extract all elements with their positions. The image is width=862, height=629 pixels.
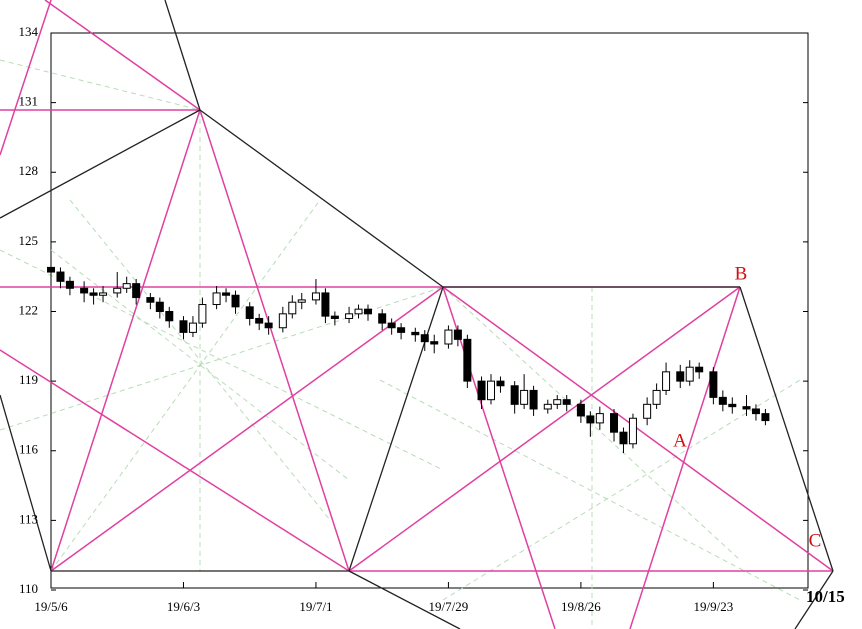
frame-lines <box>0 0 834 629</box>
candle-body <box>430 341 439 345</box>
candle-body <box>685 366 694 382</box>
y-tick-label: 110 <box>19 581 38 596</box>
candle-body <box>628 417 637 445</box>
y-tick-label: 119 <box>19 372 38 387</box>
candle-body <box>576 403 585 417</box>
candle-body <box>411 331 420 336</box>
x-tick-label: 19/9/23 <box>694 599 734 614</box>
candle-body <box>695 366 704 373</box>
candle-body <box>222 292 231 296</box>
candle-body <box>477 380 486 401</box>
candle-body <box>420 334 429 343</box>
candle-body <box>354 308 363 315</box>
annotation: B <box>735 263 748 284</box>
candle-body <box>47 266 55 273</box>
candle-body <box>676 371 685 382</box>
candle-body <box>255 317 264 324</box>
candle-body <box>553 399 562 405</box>
candle-body <box>212 292 221 306</box>
candle-body <box>662 371 671 391</box>
candle-body <box>288 301 297 315</box>
candle-body <box>198 304 207 324</box>
candle-body <box>278 313 287 329</box>
candle-body <box>165 311 174 322</box>
candle-body <box>510 385 519 405</box>
candle-body <box>321 292 330 317</box>
candle-body <box>378 313 387 324</box>
candle-body <box>487 380 496 401</box>
x-tick-label: 19/7/1 <box>299 599 332 614</box>
candle-body <box>179 320 188 333</box>
candle-body <box>444 329 453 345</box>
y-tick-label: 134 <box>19 24 39 39</box>
candle-body <box>297 299 306 303</box>
candle-body <box>709 371 718 398</box>
candle-body <box>652 389 661 405</box>
candle-body <box>586 415 595 424</box>
end-date-label: 10/15 <box>806 587 845 606</box>
candle-body <box>155 301 164 313</box>
guide-lines <box>0 59 801 629</box>
candle-body <box>643 403 652 419</box>
candle-body <box>520 389 529 405</box>
candle-body <box>453 329 462 340</box>
candle-body <box>122 283 131 289</box>
x-tick-label: 19/5/6 <box>34 599 68 614</box>
x-tick-label: 19/8/26 <box>561 599 601 614</box>
annotation: A <box>673 430 687 451</box>
x-tick-label: 19/6/3 <box>167 599 200 614</box>
candle-body <box>80 287 89 294</box>
candle-body <box>345 313 354 319</box>
candle-body <box>311 292 320 301</box>
candle-body <box>188 322 197 333</box>
candle-body <box>718 396 727 405</box>
candle-body <box>231 294 240 308</box>
candle-body <box>264 322 273 329</box>
candle-body <box>65 280 74 289</box>
candle-body <box>751 408 760 415</box>
y-tick-label: 131 <box>19 94 39 109</box>
candle-body <box>99 292 108 296</box>
candle-body <box>363 308 372 315</box>
fan-lines <box>0 0 834 629</box>
candle-body <box>245 306 254 319</box>
x-tick-label: 19/7/29 <box>429 599 469 614</box>
candle-body <box>113 287 122 294</box>
candle-body <box>761 413 770 422</box>
candle-body <box>610 413 619 433</box>
annotation: C <box>809 530 822 551</box>
candle-body <box>619 431 628 445</box>
candle-body <box>595 413 604 424</box>
candle-body <box>89 292 98 296</box>
candle-body <box>463 338 472 382</box>
candle-body <box>529 389 538 410</box>
candle-body <box>397 327 406 333</box>
candle-body <box>543 403 552 410</box>
y-tick-label: 113 <box>19 511 38 526</box>
y-tick-label: 128 <box>19 163 39 178</box>
candle-body <box>132 283 141 299</box>
candle-body <box>742 406 751 410</box>
y-tick-label: 116 <box>19 442 39 457</box>
candle-body <box>562 399 571 405</box>
candle-body <box>330 315 339 319</box>
candle-body <box>496 380 505 387</box>
candle-body <box>387 322 396 329</box>
y-tick-label: 125 <box>19 233 39 248</box>
plot-frame <box>50 32 809 589</box>
candle-body <box>728 403 737 408</box>
y-tick-label: 122 <box>19 302 39 317</box>
candle-body <box>146 297 155 303</box>
candle-body <box>56 271 65 282</box>
